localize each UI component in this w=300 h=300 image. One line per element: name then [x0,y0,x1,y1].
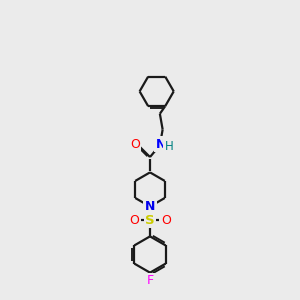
Text: N: N [156,138,166,151]
Text: O: O [161,214,171,227]
Text: O: O [130,138,140,151]
Text: H: H [164,140,173,153]
Text: S: S [145,214,155,227]
Text: N: N [145,200,155,213]
Text: O: O [129,214,139,227]
Text: F: F [146,274,154,287]
